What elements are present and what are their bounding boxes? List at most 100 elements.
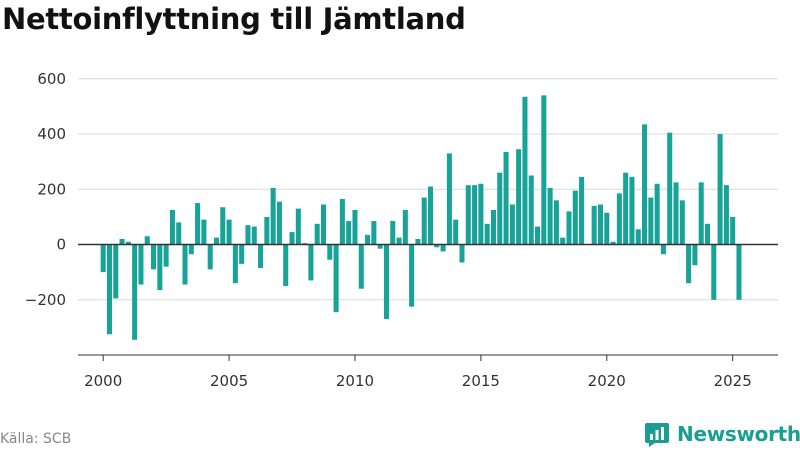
bar — [516, 149, 522, 245]
x-tick-label: 2010 — [336, 372, 374, 390]
bar — [541, 95, 547, 245]
bar — [421, 197, 427, 245]
bar — [686, 244, 692, 284]
bar — [320, 204, 327, 245]
bar — [509, 204, 515, 245]
bar — [220, 207, 226, 245]
bar — [371, 221, 377, 245]
bar — [358, 244, 364, 289]
bar — [144, 236, 150, 245]
bar — [704, 223, 711, 245]
bar — [597, 204, 603, 245]
bar — [377, 244, 383, 249]
bar — [465, 185, 471, 245]
bar — [365, 234, 371, 245]
bar — [723, 185, 729, 245]
bar — [283, 244, 289, 286]
bar — [692, 244, 698, 266]
y-tick-label: 200 — [37, 180, 66, 198]
y-tick-label: 400 — [37, 125, 66, 143]
bar — [195, 203, 201, 245]
bar — [522, 96, 528, 245]
bar — [660, 244, 666, 255]
bar — [604, 212, 610, 245]
brand-name: Newsworthy — [677, 422, 800, 446]
bar — [440, 244, 446, 252]
bar — [207, 244, 213, 270]
bar — [113, 244, 119, 299]
bar — [383, 244, 389, 320]
bar — [484, 223, 490, 245]
x-tick-label: 2025 — [714, 372, 752, 390]
bar — [251, 226, 257, 245]
bar — [100, 244, 106, 273]
bar — [327, 244, 333, 260]
x-tick-label: 2000 — [84, 372, 122, 390]
bar — [314, 223, 320, 245]
bar — [579, 176, 585, 245]
bar — [239, 244, 245, 264]
newsworthy-logo-icon — [645, 423, 669, 447]
bar — [679, 200, 685, 245]
bar — [339, 198, 345, 245]
bar — [182, 244, 188, 285]
bar — [295, 208, 301, 245]
brand-logo[interactable]: Newsworthy — [644, 420, 800, 448]
bar — [629, 176, 635, 245]
bar — [176, 222, 182, 245]
bar — [333, 244, 339, 313]
bar — [276, 201, 282, 245]
bar — [138, 244, 144, 285]
x-tick-label: 2020 — [588, 372, 626, 390]
bar — [648, 197, 654, 245]
y-tick-label: 0 — [56, 236, 66, 254]
y-tick-label: 600 — [37, 70, 66, 88]
x-tick-label: 2005 — [210, 372, 248, 390]
bar — [390, 221, 396, 245]
bar — [245, 225, 251, 245]
bar — [535, 226, 541, 245]
bar — [553, 200, 559, 245]
bar — [673, 182, 679, 245]
bar — [402, 210, 408, 245]
bar — [151, 244, 157, 270]
bar — [163, 244, 169, 267]
bar — [409, 244, 415, 307]
bar — [497, 172, 503, 245]
bar — [572, 190, 578, 245]
bar — [478, 183, 484, 245]
bar — [169, 210, 175, 245]
bar — [667, 132, 673, 245]
bar — [428, 186, 434, 245]
bar — [264, 216, 270, 245]
bar — [698, 182, 704, 245]
bar — [503, 152, 509, 245]
bar — [472, 185, 478, 245]
bar — [352, 210, 358, 245]
bar — [453, 219, 459, 245]
bar — [434, 244, 440, 248]
bar — [711, 244, 717, 300]
bar — [490, 210, 496, 245]
bars — [100, 95, 742, 340]
bar — [547, 187, 553, 245]
bar — [346, 221, 352, 245]
bar — [736, 244, 742, 300]
bar — [560, 237, 566, 245]
bar — [188, 244, 194, 255]
bar — [289, 232, 295, 245]
chart-title: Nettoinflyttning till Jämtland — [2, 2, 466, 36]
bar — [717, 134, 723, 245]
bar — [132, 244, 138, 340]
bar — [201, 219, 207, 245]
x-tick-label: 2015 — [462, 372, 500, 390]
bar — [635, 229, 641, 245]
source-note: Källa: SCB — [0, 431, 72, 447]
bar — [623, 172, 629, 245]
bar — [119, 239, 125, 245]
bar-chart: −200 0 200 400 600 2000 2005 2010 2015 2020 2025 — [25, 70, 778, 390]
bar — [258, 244, 264, 268]
bar — [232, 244, 238, 284]
bar — [566, 211, 572, 245]
